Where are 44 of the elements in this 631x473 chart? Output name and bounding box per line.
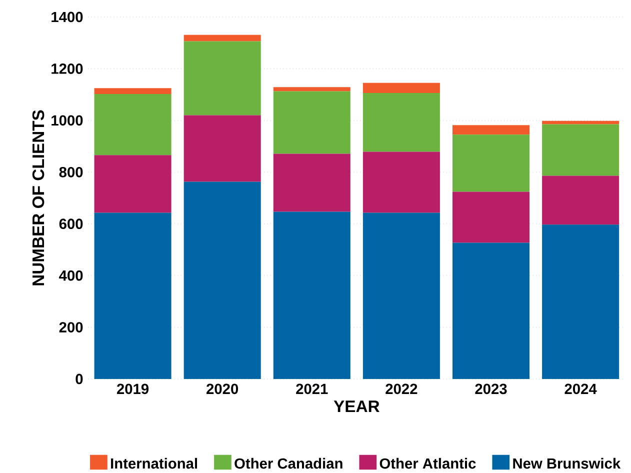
y-tick-label: 1400 (52, 12, 83, 22)
bar (362, 93, 440, 152)
x-axis-title: YEAR (334, 400, 380, 412)
legend-label: New Brunswick (513, 458, 621, 469)
y-tick-label: 200 (59, 322, 83, 332)
legend-label: Other Canadian (234, 458, 342, 469)
bar (542, 124, 620, 176)
legend-label: Other Atlantic (380, 458, 476, 469)
bar (273, 212, 350, 379)
bar (273, 154, 350, 212)
bar (542, 120, 620, 124)
y-tick-label: 400 (59, 270, 83, 281)
bar (452, 125, 530, 135)
bar (94, 212, 172, 379)
x-tick-label: 2021 (296, 384, 328, 394)
bar (184, 115, 261, 182)
bar (94, 155, 172, 213)
y-tick-label: 600 (59, 218, 83, 230)
y-tick-label: 0 (76, 374, 83, 384)
bar (362, 212, 440, 379)
x-tick-label: 2024 (564, 384, 597, 394)
bar (94, 94, 172, 156)
bar (362, 152, 440, 213)
x-tick-label: 2023 (475, 384, 507, 394)
x-tick-label: 2022 (386, 384, 418, 394)
bar (542, 224, 620, 379)
y-tick-label: 800 (59, 166, 83, 178)
bar (452, 134, 530, 192)
legend-label: International (111, 458, 198, 469)
y-tick-label: 1000 (52, 115, 83, 126)
x-tick-label: 2019 (116, 384, 149, 394)
x-tick-label: 2020 (206, 384, 238, 394)
bar (184, 182, 261, 379)
bar (273, 91, 350, 154)
bar (94, 88, 172, 94)
bar (273, 87, 350, 92)
bar (184, 34, 261, 42)
bar (362, 82, 440, 94)
bar (452, 192, 530, 243)
bar (452, 242, 530, 379)
bar (184, 41, 261, 116)
y-axis-title: NUMBER OF CLIENTS (32, 110, 44, 286)
bar (542, 176, 620, 225)
y-tick-label: 1200 (52, 64, 83, 74)
